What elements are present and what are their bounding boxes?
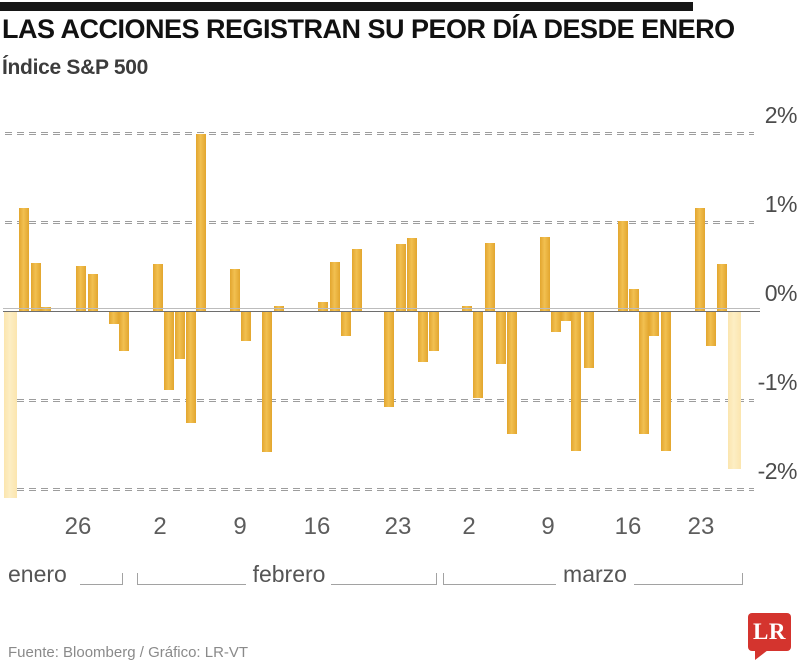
gridline [5,488,754,490]
bar [230,269,240,312]
y-axis-label: 2% [764,101,798,128]
bar [383,311,394,408]
bar [694,208,705,312]
y-axis-label: 1% [764,190,798,217]
source-credit: Fuente: Bloomberg / Gráfico: LR-VT [8,644,249,661]
bar [186,311,196,423]
x-axis-label: 23 [687,513,715,540]
bar [406,237,417,312]
bar [551,311,561,332]
bar [395,244,406,312]
bar [727,311,741,469]
x-axis-label: 9 [233,513,247,540]
x-axis-label: 2 [462,513,476,540]
bar [495,311,506,364]
x-axis-label: 23 [384,513,412,540]
month-bracket-tick [122,573,123,584]
bar [41,306,51,312]
bar [153,263,163,312]
month-bracket-line [137,584,246,585]
bar [240,311,251,342]
month-bracket-line [634,584,743,585]
bar [317,302,328,312]
gridline [5,401,754,403]
lr-logo-text: LR [753,619,786,644]
month-bracket-tick [443,573,444,584]
chart-subtitle: Índice S&P 500 [2,56,148,79]
x-axis-label: 9 [541,513,555,540]
chart-title: LAS ACCIONES REGISTRAN SU PEOR DÍA DESDE… [2,14,735,44]
bar [108,311,119,325]
gridline [5,222,754,224]
y-axis-label: 0% [764,280,798,306]
bar [195,134,206,312]
bar [571,311,581,452]
lr-logo: LR [748,613,791,651]
y-axis-label: -2% [757,458,798,485]
bar [660,311,671,452]
month-bracket-line [443,584,556,585]
month-bracket-tick [137,573,138,584]
month-bracket-line [331,584,437,585]
bar [3,311,17,498]
bar [705,311,716,346]
bar [418,311,428,362]
bar [429,311,439,352]
bar [540,236,550,312]
bar [262,311,272,453]
bar [164,311,174,390]
bar [352,249,362,312]
month-bracket-line [80,584,123,585]
y-axis-label: -1% [757,369,798,396]
gridline [5,220,754,222]
month-label: febrero [252,561,326,587]
x-axis-label: 16 [303,513,331,540]
gridline [5,133,754,135]
month-label: enero [8,561,67,587]
bar [30,262,41,312]
month-bracket-tick [742,573,743,584]
bar [618,220,628,312]
bar [87,274,98,312]
bar [583,311,594,369]
bar [484,243,495,312]
month-label: marzo [563,561,627,587]
bar [628,288,639,312]
bar [473,311,483,398]
zero-axis-line [3,308,760,309]
zero-axis-line [3,311,760,312]
x-axis-label: 16 [614,513,642,540]
x-axis-label: 26 [64,513,92,540]
bar [329,261,340,312]
lr-logo-tail-icon [755,650,768,660]
bar [716,263,727,312]
x-axis-label: 2 [153,513,167,540]
bar [119,311,129,352]
gridline [5,131,754,133]
gridline [5,399,754,401]
bar [506,311,517,435]
bar [649,311,659,337]
bar [639,311,649,435]
bar [560,311,571,321]
bar [19,207,29,312]
top-accent-bar [0,2,693,11]
month-bracket-tick [436,573,437,584]
bar [175,311,185,360]
gridline [5,490,754,492]
bar [340,311,351,337]
bar [76,265,86,312]
